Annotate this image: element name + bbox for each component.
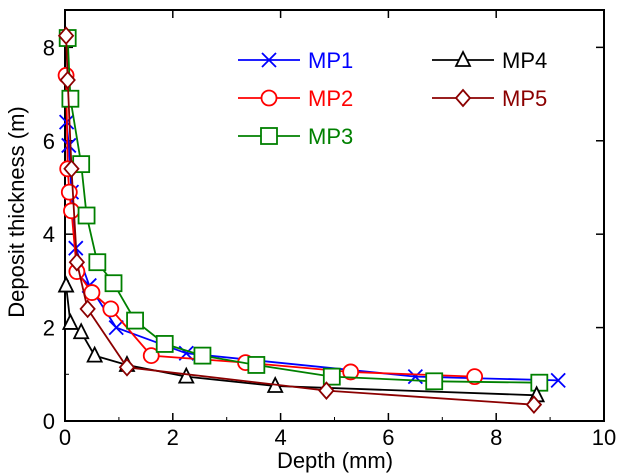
legend-label: MP2: [308, 86, 353, 111]
data-point: [126, 311, 144, 330]
legend-item-mp3: MP3: [238, 124, 353, 149]
data-point: [61, 312, 79, 330]
data-point: [57, 275, 75, 293]
data-point: [83, 284, 101, 301]
y-axis-label: Deposit thickness (m): [4, 106, 29, 318]
data-point: [61, 89, 80, 108]
series-line: [65, 35, 534, 406]
x-tick-label: 6: [382, 425, 394, 450]
x-tick-label: 4: [274, 425, 286, 450]
legend-label: MP5: [502, 86, 547, 111]
legend-label: MP1: [308, 48, 353, 73]
legend-label: MP3: [308, 124, 353, 149]
data-point: [77, 206, 96, 225]
legend-marker: [260, 127, 278, 145]
x-tick-label: 10: [592, 425, 616, 450]
data-point: [60, 183, 78, 201]
data-point: [550, 372, 566, 389]
legend-item-mp2: MP2: [238, 86, 353, 111]
series-mp1: [58, 114, 566, 389]
data-point: [59, 70, 76, 90]
data-point: [72, 322, 90, 340]
data-point: [530, 373, 549, 392]
data-point: [318, 381, 335, 401]
x-tick-label: 2: [167, 425, 179, 450]
legend-label: MP4: [502, 48, 547, 73]
series-line: [66, 37, 540, 384]
y-tick-label: 4: [43, 222, 55, 247]
x-tick-label: 0: [59, 425, 71, 450]
data-point: [61, 137, 77, 154]
data-point: [88, 253, 107, 272]
legend-marker: [454, 88, 472, 108]
data-point: [102, 300, 120, 318]
legend-item-mp1: MP1: [238, 48, 353, 73]
data-point: [63, 202, 80, 220]
series-layer: [57, 26, 566, 415]
data-point: [86, 345, 104, 363]
y-tick-label: 6: [43, 129, 55, 154]
data-point: [57, 26, 75, 46]
data-point: [104, 274, 123, 293]
data-point: [118, 357, 136, 377]
x-axis-ticks: 0 2 4 6 8 10: [59, 10, 616, 450]
x-axis-label: Depth (mm): [277, 448, 393, 473]
data-point: [155, 335, 174, 353]
series-mp5: [57, 26, 543, 415]
legend-marker: [261, 52, 277, 68]
data-point: [193, 346, 212, 365]
data-point: [247, 356, 266, 374]
y-tick-label: 0: [43, 409, 55, 434]
legend-marker: [260, 89, 278, 107]
y-tick-label: 2: [43, 316, 55, 341]
data-point: [142, 347, 160, 365]
legend: MP1 MP2 MP3 MP4 MP5: [238, 48, 547, 149]
data-point: [63, 159, 80, 179]
y-tick-label: 8: [43, 35, 55, 60]
data-point: [68, 252, 86, 272]
data-point: [108, 319, 124, 336]
y-axis-ticks: 0 2 4 6 8: [43, 35, 604, 434]
legend-item-mp4: MP4: [432, 48, 547, 73]
legend-marker: [454, 49, 472, 67]
data-point: [79, 299, 96, 319]
series-line: [65, 122, 559, 382]
series-mp3: [58, 29, 549, 392]
legend-item-mp5: MP5: [432, 86, 547, 111]
data-point: [425, 372, 444, 391]
data-point: [342, 363, 360, 381]
data-point: [322, 367, 341, 386]
data-point: [466, 368, 484, 386]
series-mp2: [57, 66, 484, 386]
data-point: [525, 395, 543, 415]
data-point: [177, 366, 195, 384]
x-tick-label: 8: [490, 425, 502, 450]
